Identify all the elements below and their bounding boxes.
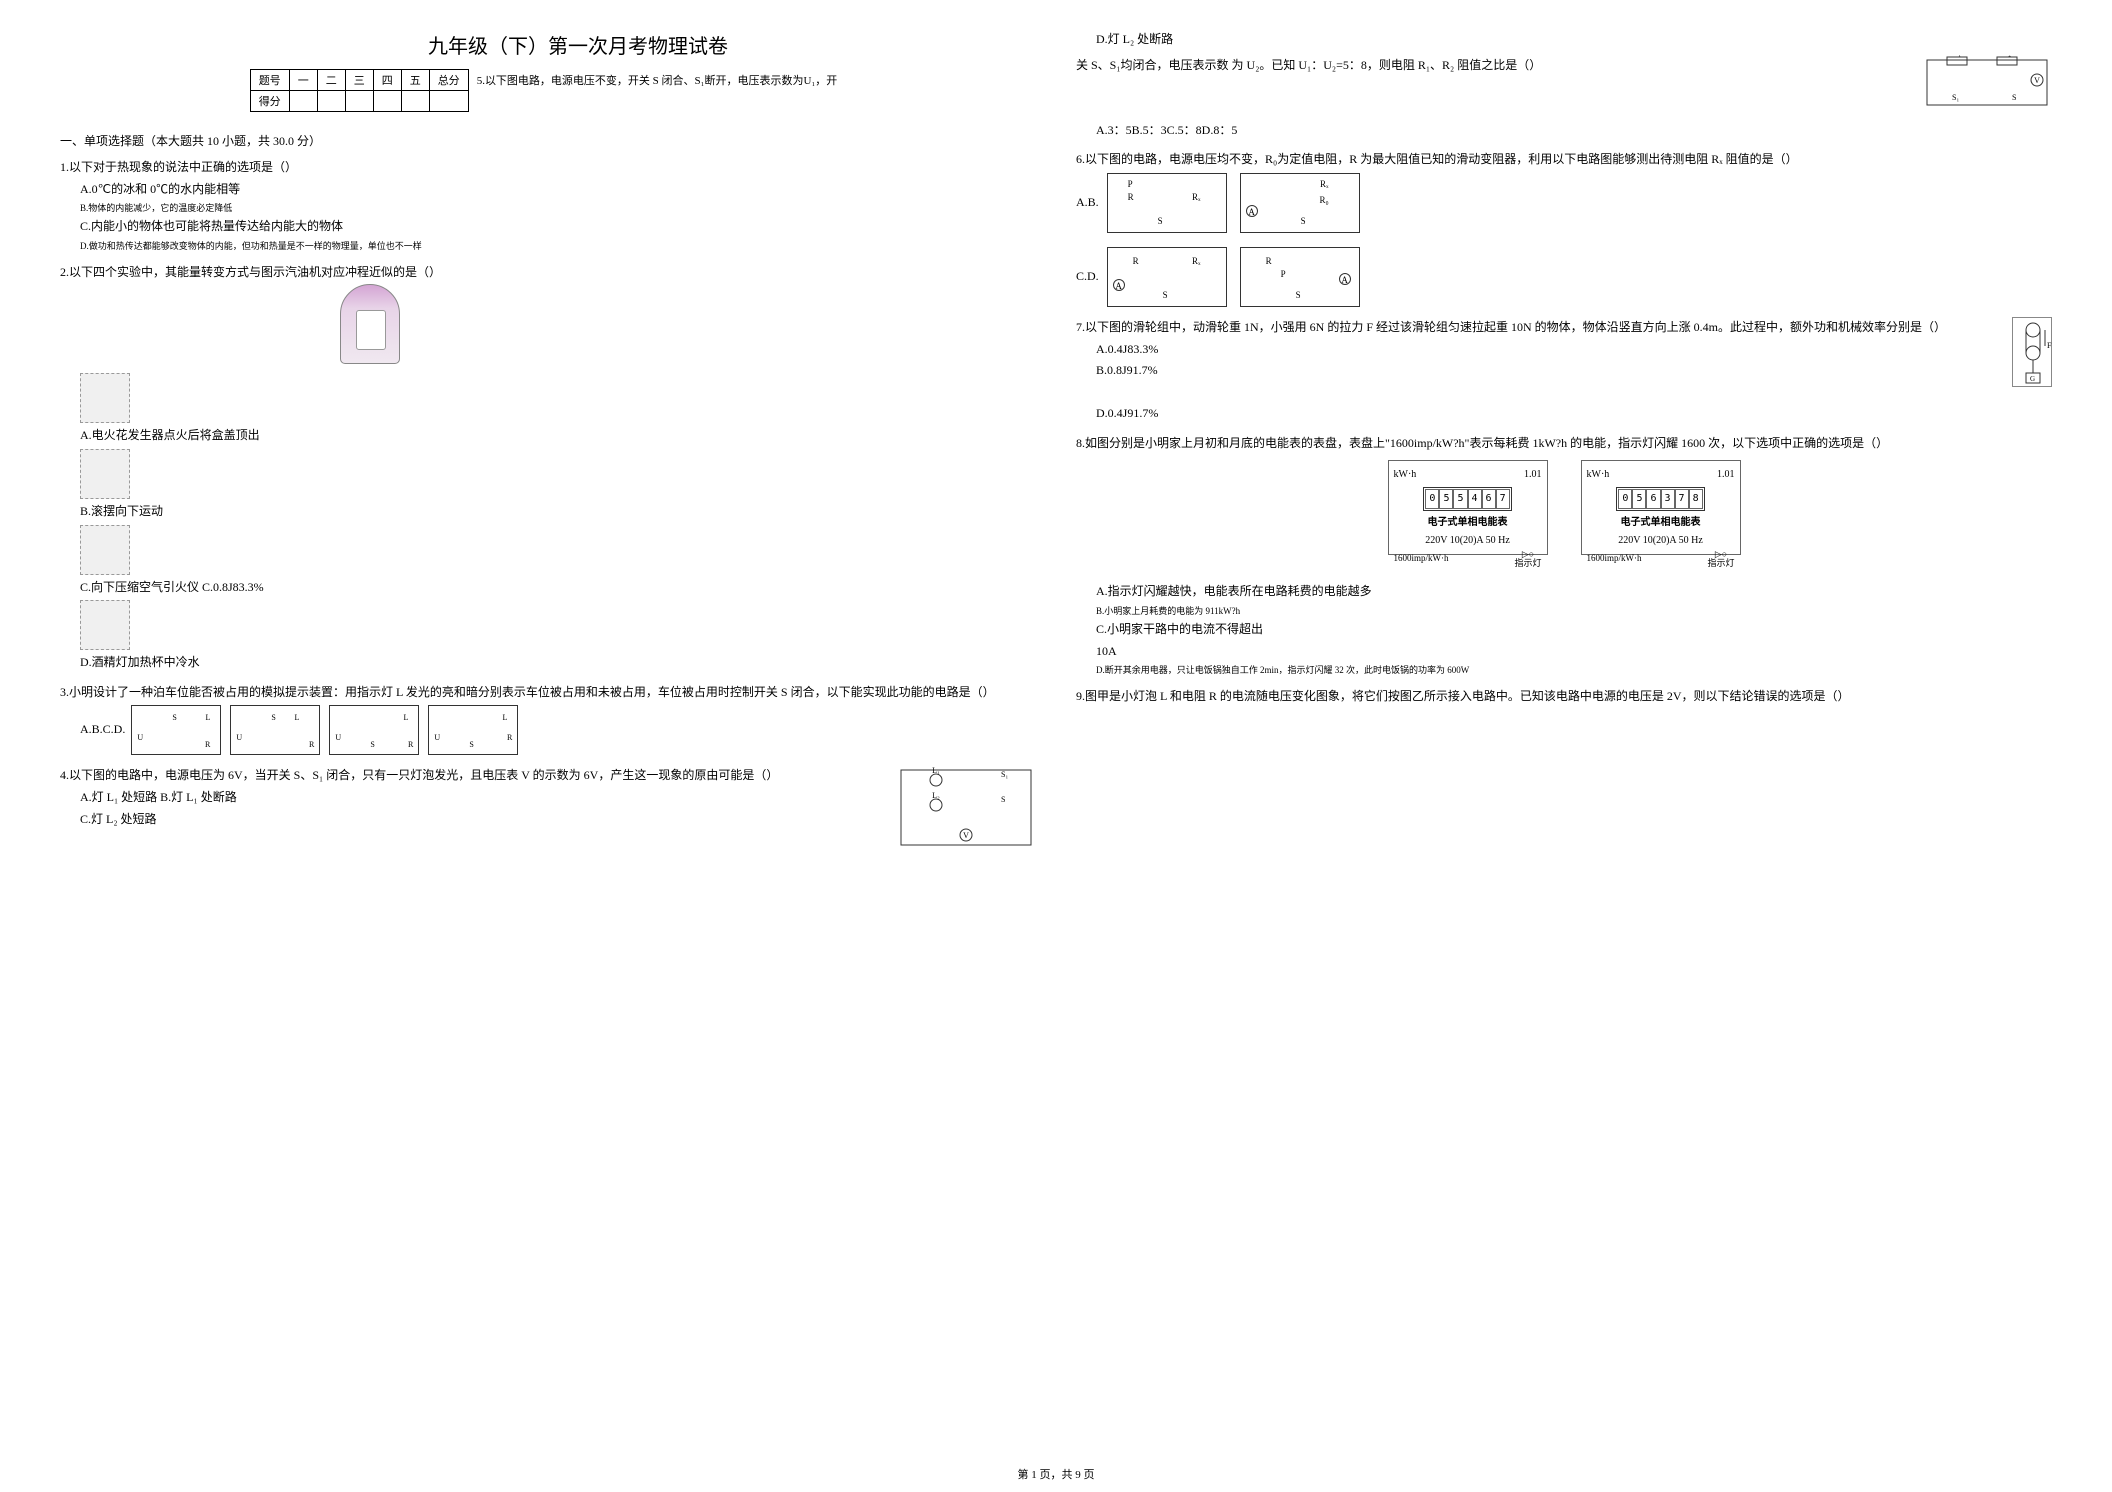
svg-text:S₁: S₁ [1001, 770, 1008, 779]
question-9: 9.图甲是小灯泡 L 和电阻 R 的电流随电压变化图象，将它们按图乙所示接入电路… [1076, 686, 2052, 708]
q1-option-d: D.做功和热传达都能够改变物体的内能，但功和热量是不一样的物理量，单位也不一样 [60, 238, 1036, 254]
score-cell: 三 [345, 70, 373, 91]
q8-option-b: B.小明家上月耗费的电能为 911kW?h [1076, 603, 2052, 619]
svg-text:R₁: R₁ [1953, 55, 1961, 57]
circuit-3d: S U L R [428, 705, 518, 755]
q4-text: 4.以下图的电路中，电源电压为 6V，当开关 S、S₁ 闭合，只有一只灯泡发光，… [60, 765, 1036, 787]
q2-option-a: A.电火花发生器点火后将盒盖顶出 [60, 425, 1036, 447]
right-column: D.灯 L₂ 处断路 R₁ R₂ V S₁ S 关 S、S₁均闭合，电压表示数 … [1076, 30, 2052, 850]
q9-text: 9.图甲是小灯泡 L 和电阻 R 的电流随电压变化图象，将它们按图乙所示接入电路… [1076, 686, 2052, 708]
circuit-6b: Rₓ R₀ A S [1240, 173, 1360, 233]
q8-option-a: A.指示灯闪耀越快，电能表所在电路耗费的电能越多 [1076, 581, 2052, 603]
experiment-d-diagram [80, 600, 130, 650]
left-column: 九年级（下）第一次月考物理试卷 题号 一 二 三 四 五 总分 5.以下图电路，… [60, 30, 1036, 850]
q6-ab: A.B. [1076, 195, 1099, 209]
meter-1-reading: 055467 [1423, 487, 1511, 511]
question-3: 3.小明设计了一种泊车位能否被占用的模拟提示装置：用指示灯 L 发光的亮和暗分别… [60, 682, 1036, 758]
pulley-diagram: F G [2012, 317, 2052, 387]
question-1: 1.以下对于热现象的说法中正确的选项是（） A.0℃的冰和 0℃的水内能相等 B… [60, 157, 1036, 254]
svg-text:V: V [2034, 76, 2040, 85]
meter-2: kW·h 1.01 056378 电子式单相电能表 220V 10(20)A 5… [1581, 460, 1741, 555]
score-cell: 四 [373, 70, 401, 91]
circuit-6c: R Rₓ A S [1107, 247, 1227, 307]
circuit-q4: L₁ L₂ V S₁ S [896, 765, 1036, 850]
q1-option-a: A.0℃的冰和 0℃的水内能相等 [60, 179, 1036, 201]
question-5: R₁ R₂ V S₁ S 关 S、S₁均闭合，电压表示数 为 U₂。已知 U₁：… [1076, 55, 2052, 141]
svg-text:L₂: L₂ [932, 791, 940, 800]
svg-text:L₁: L₁ [932, 766, 940, 775]
q4-option-c: C.灯 L₂ 处短路 [60, 809, 1036, 831]
circuit-3c: S U L R [329, 705, 419, 755]
meter-2-reading: 056378 [1616, 487, 1704, 511]
q1-option-c: C.内能小的物体也可能将热量传达给内能大的物体 [60, 216, 1036, 238]
q2-option-b: B.滚摆向下运动 [60, 501, 1036, 523]
q1-option-b: B.物体的内能减少，它的温度必定降低 [60, 200, 1036, 216]
q4-option-d: D.灯 L₂ 处断路 [1076, 30, 2052, 47]
circuit-q5: R₁ R₂ V S₁ S [1922, 55, 2052, 110]
question-4: L₁ L₂ V S₁ S 4.以下图的电路中，电源电压为 6V，当开关 S、S₁… [60, 765, 1036, 830]
svg-text:V: V [963, 831, 969, 840]
svg-text:S: S [1001, 795, 1005, 804]
question-8: 8.如图分别是小明家上月初和月底的电能表的表盘，表盘上"1600imp/kW?h… [1076, 433, 2052, 678]
q3-options: A.B.C.D. [80, 722, 125, 736]
score-cell: 总分 [429, 70, 468, 91]
q2-option-c: C.向下压缩空气引火仪 C.0.8J83.3% [60, 577, 1036, 599]
q8-text: 8.如图分别是小明家上月初和月底的电能表的表盘，表盘上"1600imp/kW?h… [1076, 433, 2052, 455]
score-cell: 一 [289, 70, 317, 91]
experiment-b-diagram [80, 449, 130, 499]
q5-text: 关 S、S₁均闭合，电压表示数 为 U₂。已知 U₁：U₂=5：8，则电阻 R₁… [1076, 55, 2052, 77]
circuit-3b: S U L R [230, 705, 320, 755]
q8-option-c2: 10A [1076, 641, 2052, 663]
q5-options: A.3：5B.5：3C.5：8D.8：5 [1076, 123, 1237, 137]
score-cell: 五 [401, 70, 429, 91]
q1-text: 1.以下对于热现象的说法中正确的选项是（） [60, 157, 1036, 179]
q7-text: 7.以下图的滑轮组中，动滑轮重 1N，小强用 6N 的拉力 F 经过该滑轮组匀速… [1076, 317, 2052, 339]
section-1-header: 一、单项选择题（本大题共 10 小题，共 30.0 分） [60, 132, 1036, 149]
circuit-6d: R P A S [1240, 247, 1360, 307]
svg-text:F: F [2047, 341, 2052, 350]
q7-option-a: A.0.4J83.3% [1076, 339, 2052, 361]
circuit-3a: S U L R [131, 705, 221, 755]
q4-option-ab: A.灯 L₁ 处短路 B.灯 L₁ 处断路 [60, 787, 1036, 809]
q8-option-d: D.断开其余用电器，只让电饭锅独自工作 2min，指示灯闪耀 32 次，此时电饭… [1076, 662, 2052, 678]
score-cell: 二 [317, 70, 345, 91]
q6-cd: C.D. [1076, 269, 1099, 283]
svg-text:S₁: S₁ [1952, 93, 1959, 102]
svg-text:R₂: R₂ [2003, 55, 2011, 57]
q8-option-c: C.小明家干路中的电流不得超出 [1076, 619, 2052, 641]
q5-partial-text: 5.以下图电路，电源电压不变，开关 S 闭合、S₁断开，电压表示数为U₁，开 [468, 70, 846, 91]
q2-text: 2.以下四个实验中，其能量转变方式与图示汽油机对应冲程近似的是（） [60, 262, 1036, 284]
experiment-c-diagram [80, 525, 130, 575]
score-cell: 题号 [250, 70, 289, 91]
q3-text: 3.小明设计了一种泊车位能否被占用的模拟提示装置：用指示灯 L 发光的亮和暗分别… [60, 682, 1036, 704]
meter-1: kW·h 1.01 055467 电子式单相电能表 220V 10(20)A 5… [1388, 460, 1548, 555]
piston-diagram [340, 284, 400, 364]
question-2: 2.以下四个实验中，其能量转变方式与图示汽油机对应冲程近似的是（） A.电火花发… [60, 262, 1036, 674]
question-7: F G 7.以下图的滑轮组中，动滑轮重 1N，小强用 6N 的拉力 F 经过该滑… [1076, 317, 2052, 425]
score-label: 得分 [250, 91, 289, 112]
q7-option-d: D.0.4J91.7% [1076, 403, 2052, 425]
svg-text:G: G [2030, 375, 2035, 383]
svg-text:S: S [2012, 93, 2016, 102]
q7-option-b: B.0.8J91.7% [1076, 360, 2052, 382]
experiment-a-diagram [80, 373, 130, 423]
page-footer: 第 1 页，共 9 页 [0, 1466, 2112, 1482]
circuit-6a: P R Rₓ S [1107, 173, 1227, 233]
q2-option-d: D.酒精灯加热杯中冷水 [60, 652, 1036, 674]
score-table: 题号 一 二 三 四 五 总分 5.以下图电路，电源电压不变，开关 S 闭合、S… [250, 69, 847, 112]
question-6: 6.以下图的电路，电源电压均不变，R₀为定值电阻，R 为最大阻值已知的滑动变阻器… [1076, 149, 2052, 309]
document-title: 九年级（下）第一次月考物理试卷 [60, 30, 1036, 59]
q6-text: 6.以下图的电路，电源电压均不变，R₀为定值电阻，R 为最大阻值已知的滑动变阻器… [1076, 149, 2052, 171]
